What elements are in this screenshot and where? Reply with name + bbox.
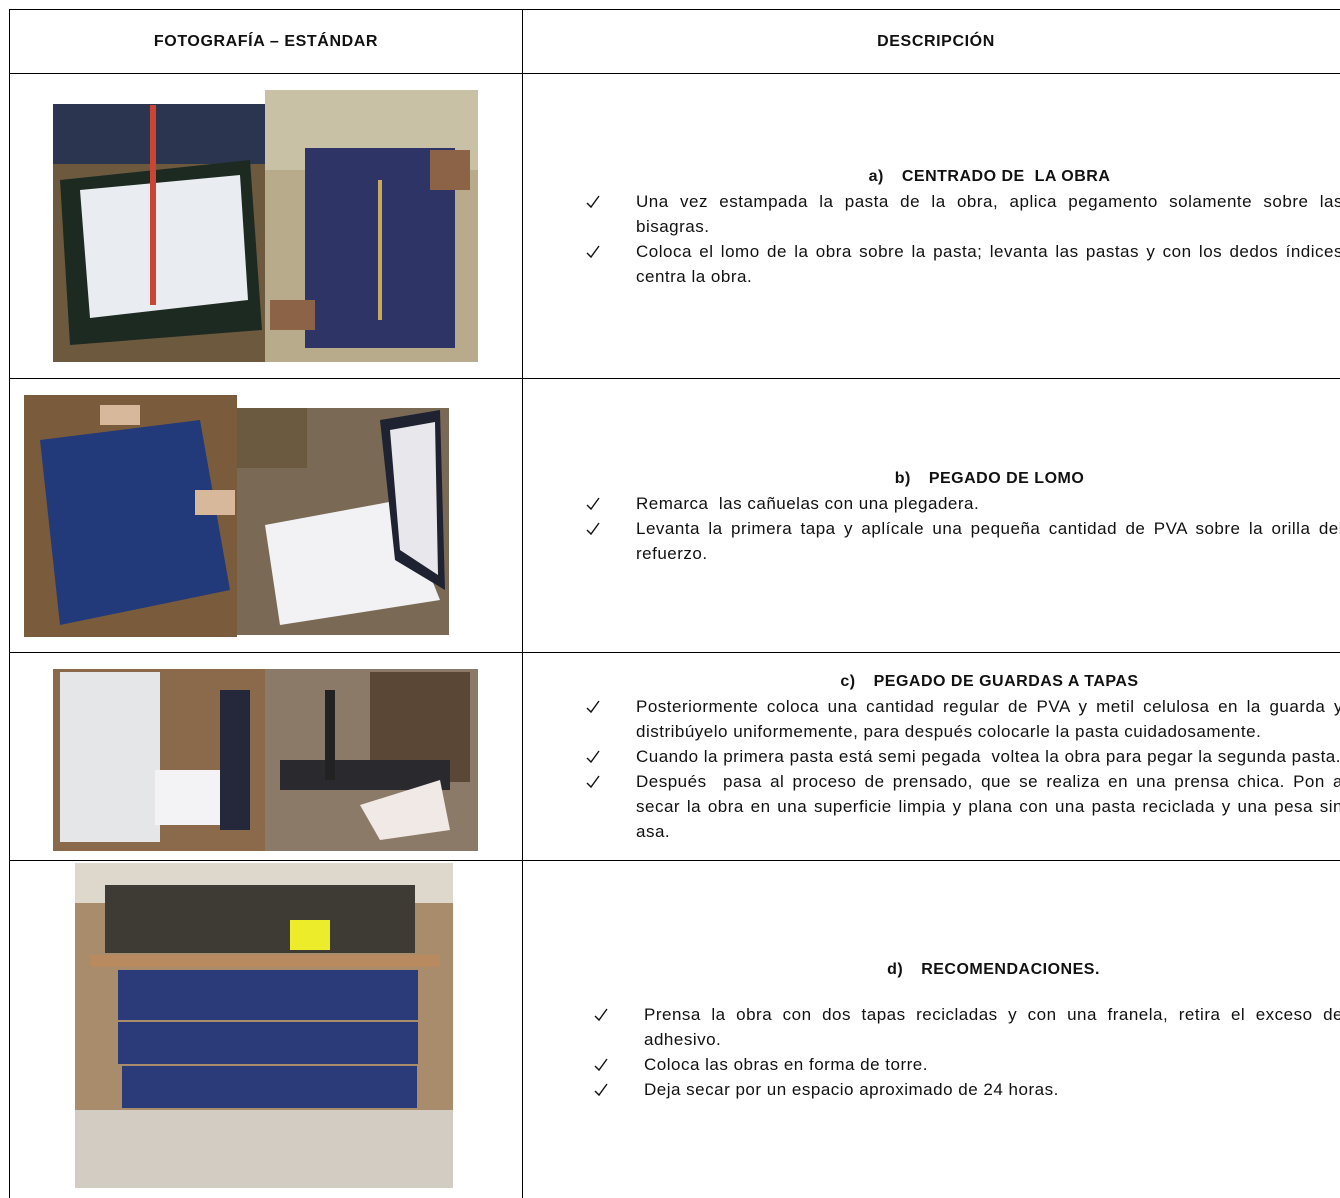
check-icon bbox=[594, 1058, 608, 1072]
section-title: d) RECOMENDACIONES. bbox=[644, 957, 1340, 982]
bullet-item: Cuando la primera pasta está semi pegada… bbox=[586, 744, 1340, 769]
bullet-text: Coloca las obras en forma de torre. bbox=[644, 1055, 928, 1074]
bullet-item: Levanta la primera tapa y aplícale una p… bbox=[586, 516, 1340, 566]
section-title: a) CENTRADO DE LA OBRA bbox=[636, 164, 1340, 189]
description-cell: b) PEGADO DE LOMO Remarca las cañuelas con… bbox=[522, 378, 1340, 653]
photo bbox=[237, 408, 449, 635]
bullet-text: Prensa la obra con dos tapas recicladas … bbox=[644, 1005, 1340, 1049]
bullet-item: Después pasa al proceso de prensado, que… bbox=[586, 769, 1340, 844]
check-icon bbox=[586, 700, 600, 714]
bullet-text: Deja secar por un espacio aproximado de … bbox=[644, 1080, 1059, 1099]
check-icon bbox=[586, 245, 600, 258]
section-label: c) bbox=[840, 673, 856, 690]
photo bbox=[53, 669, 265, 851]
bullet-text: Remarca las cañuelas con una plegadera. bbox=[636, 493, 980, 513]
section-name: CENTRADO DE LA OBRA bbox=[901, 167, 1111, 185]
check-icon bbox=[586, 750, 600, 764]
bullet-text: Posteriormente coloca una cantidad regul… bbox=[636, 697, 1340, 741]
bullet-text: Cuando la primera pasta está semi pegada… bbox=[636, 747, 1340, 766]
section-title: b) PEGADO DE LOMO bbox=[636, 466, 1340, 491]
photo bbox=[265, 669, 478, 851]
check-icon bbox=[586, 195, 600, 208]
check-icon bbox=[594, 1008, 608, 1022]
bullet-item: Coloca las obras en forma de torre. bbox=[594, 1052, 1340, 1077]
section-label: d) bbox=[887, 961, 904, 978]
check-icon bbox=[586, 497, 600, 510]
bullet-item: Deja secar por un espacio aproximado de … bbox=[594, 1077, 1340, 1102]
section-name: PEGADO DE GUARDAS A TAPAS bbox=[873, 673, 1139, 690]
photo bbox=[75, 863, 453, 1188]
bullet-text: Después pasa al proceso de prensado, que… bbox=[636, 772, 1340, 841]
header-row: FOTOGRAFÍA – ESTÁNDAR DESCRIPCIÓN bbox=[9, 9, 1340, 74]
description-cell: c) PEGADO DE GUARDAS A TAPAS Posteriorment… bbox=[522, 652, 1340, 861]
section-name: PEGADO DE LOMO bbox=[928, 469, 1085, 487]
bullet-item: Coloca el lomo de la obra sobre la pasta… bbox=[586, 239, 1340, 289]
section-label: b) bbox=[894, 469, 911, 487]
bullet-item: Remarca las cañuelas con una plegadera. bbox=[586, 491, 1340, 516]
header-cell: FOTOGRAFÍA – ESTÁNDAR bbox=[9, 9, 523, 74]
section-title: c) PEGADO DE GUARDAS A TAPAS bbox=[636, 669, 1340, 694]
bullet-text: Una vez estampada la pasta de la obra, a… bbox=[636, 191, 1340, 236]
description-cell: a) CENTRADO DE LA OBRA Una vez estampada l… bbox=[522, 73, 1340, 379]
bullet-item: Posteriormente coloca una cantidad regul… bbox=[586, 694, 1340, 744]
photo bbox=[53, 104, 265, 362]
bullet-text: Coloca el lomo de la obra sobre la pasta… bbox=[636, 241, 1340, 286]
check-icon bbox=[586, 522, 600, 535]
photo bbox=[265, 90, 478, 362]
bullet-item: Una vez estampada la pasta de la obra, a… bbox=[586, 189, 1340, 239]
header-cell: DESCRIPCIÓN bbox=[522, 9, 1340, 74]
check-icon bbox=[586, 775, 600, 789]
section-label: a) bbox=[868, 167, 884, 185]
section-name: RECOMENDACIONES. bbox=[921, 961, 1100, 978]
bullet-text: Levanta la primera tapa y aplícale una p… bbox=[636, 518, 1340, 563]
photo bbox=[24, 395, 237, 637]
bullet-item: Prensa la obra con dos tapas recicladas … bbox=[594, 1002, 1340, 1052]
check-icon bbox=[594, 1083, 608, 1097]
